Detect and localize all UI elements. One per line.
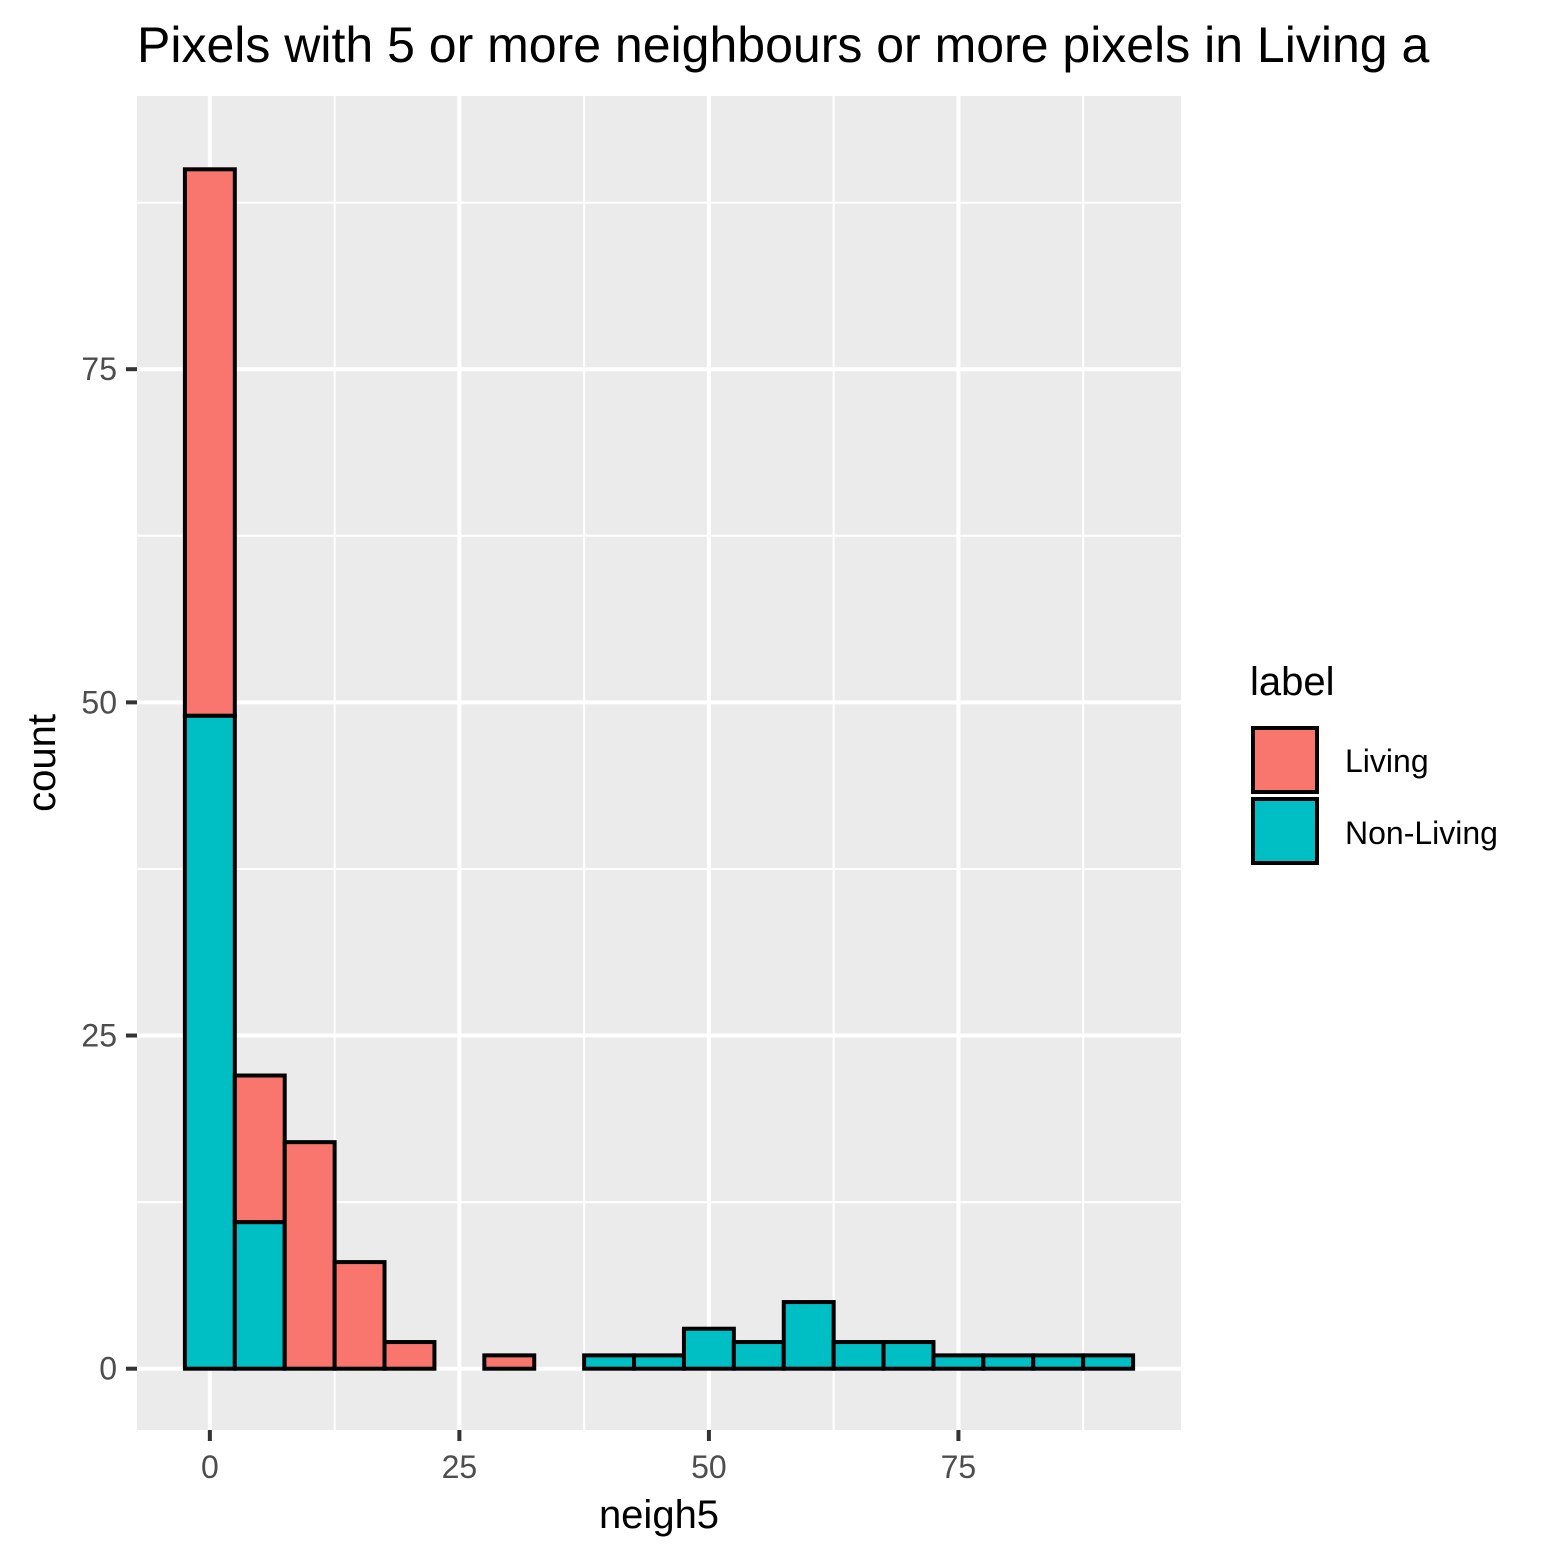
bar-non-living	[781, 1300, 836, 1371]
bar-living	[182, 167, 237, 718]
y-tick-label: 25	[81, 1018, 117, 1054]
x-tick-label: 0	[201, 1449, 219, 1485]
legend-key-living	[1251, 726, 1319, 794]
bar-non-living	[632, 1353, 686, 1371]
bar-non-living	[1081, 1353, 1136, 1371]
bar-non-living	[232, 1220, 287, 1371]
legend-title: label	[1250, 660, 1335, 704]
bar-living	[382, 1340, 437, 1371]
x-tick-label: 25	[442, 1449, 478, 1485]
legend-label-living: Living	[1345, 743, 1429, 779]
bar-non-living	[881, 1340, 936, 1371]
bar-non-living	[731, 1340, 786, 1371]
minor-gridlines	[137, 96, 1181, 1430]
bar-non-living	[582, 1353, 637, 1371]
bar-living	[232, 1073, 287, 1225]
y-tick-label: 75	[81, 351, 117, 387]
legend-key-non-living	[1251, 797, 1319, 865]
bar-non-living	[831, 1340, 886, 1371]
chart-title: Pixels with 5 or more neighbours or more…	[137, 17, 1429, 73]
y-tick-label: 50	[81, 684, 117, 720]
bar-living	[282, 1140, 337, 1371]
x-axis-title: neigh5	[599, 1493, 719, 1537]
bar-living	[482, 1353, 537, 1371]
bar-non-living	[1031, 1353, 1086, 1371]
x-tick-label: 75	[941, 1449, 977, 1485]
bars	[182, 167, 1136, 1371]
x-axis: 0 25 50 75	[201, 1430, 976, 1485]
bar-living	[332, 1260, 387, 1371]
x-tick-label: 50	[691, 1449, 727, 1485]
bar-non-living	[182, 713, 237, 1371]
y-tick-label: 0	[99, 1351, 117, 1387]
y-axis-title: count	[20, 714, 64, 812]
bar-non-living	[681, 1326, 736, 1371]
bar-non-living	[931, 1353, 986, 1371]
legend-label-non-living: Non-Living	[1345, 815, 1498, 851]
legend: label Living Non-Living	[1250, 660, 1498, 865]
bar-non-living	[981, 1353, 1036, 1371]
y-axis: 0 25 50 75	[81, 351, 137, 1387]
